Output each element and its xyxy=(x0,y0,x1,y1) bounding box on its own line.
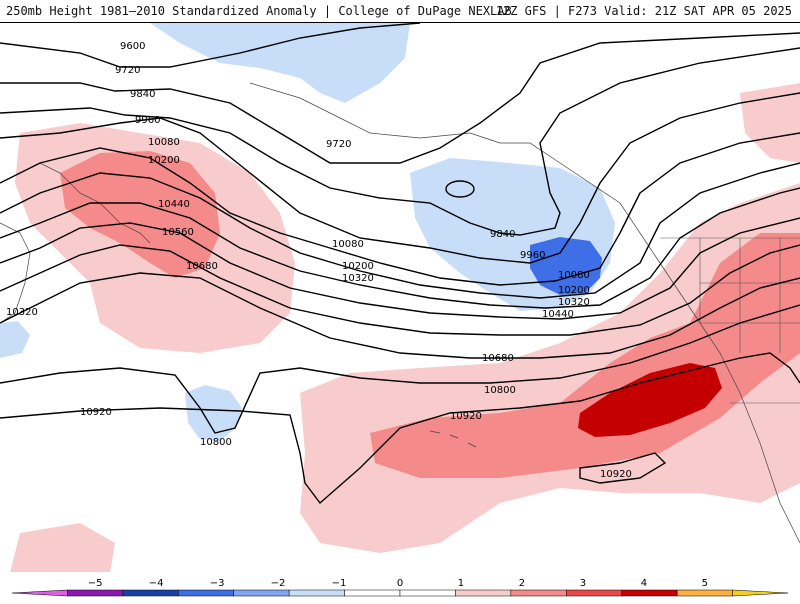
contour-label: 9960 xyxy=(135,115,160,126)
contour-label: 10080 xyxy=(558,270,590,281)
neg-anom-alaska xyxy=(150,23,410,103)
model-valid-time: 12Z GFS | F273 Valid: 21Z SAT APR 05 202… xyxy=(495,4,792,18)
colorbar-svg: −5 −4 −3 −2 −1 0 1 2 3 4 5 xyxy=(11,578,789,597)
contour-label: 10080 xyxy=(148,137,180,148)
coast-alaska xyxy=(249,82,800,544)
contour-label: 10320 xyxy=(558,297,590,308)
coast-hawaii xyxy=(429,430,477,448)
contour-10200 xyxy=(0,162,800,299)
contour-label: 10200 xyxy=(558,285,590,296)
contour-label: 10800 xyxy=(484,385,516,396)
colorbar-swatch xyxy=(732,589,789,597)
colorbar-tick-label: −1 xyxy=(332,578,347,589)
colorbar-ticks: −5 −4 −3 −2 −1 0 1 2 3 4 5 xyxy=(88,578,708,589)
colorbar-tick-label: −2 xyxy=(271,578,286,589)
colorbar-swatch xyxy=(510,589,567,597)
contour-10920-loop xyxy=(579,452,667,484)
pos-anom-northeast xyxy=(740,83,800,163)
contour-label: 9840 xyxy=(130,89,155,100)
contour-label: 9600 xyxy=(120,41,145,52)
pos-anom-pacific-mid xyxy=(370,233,800,478)
contour-label: 10680 xyxy=(482,353,514,364)
colorbar-swatch xyxy=(178,589,234,597)
contour-10320 xyxy=(0,187,800,309)
map-svg: 9600 9720 9720 9840 9840 9960 9960 10080… xyxy=(0,23,800,573)
neg-anom-west-edge xyxy=(0,321,30,358)
contour-label: 9840 xyxy=(490,229,515,240)
contour-label: 9720 xyxy=(115,65,140,76)
contour-9600 xyxy=(0,23,421,68)
colorbar-tick-label: 0 xyxy=(397,578,403,589)
colorbar-tick-label: −5 xyxy=(88,578,103,589)
contour-label: 10920 xyxy=(600,469,632,480)
height-contours xyxy=(0,23,800,505)
colorbar-swatch xyxy=(122,589,179,597)
contour-label: 10680 xyxy=(186,261,218,272)
colorbar-tick-label: −3 xyxy=(210,578,225,589)
contour-9720 xyxy=(0,32,800,164)
colorbar-tick-label: 5 xyxy=(702,578,708,589)
neg-anom-gulf-core xyxy=(530,237,602,295)
colorbar-swatches xyxy=(11,589,789,597)
colorbar-swatch xyxy=(344,589,401,597)
contour-label: 10320 xyxy=(342,273,374,284)
contour-10680 xyxy=(0,272,800,359)
colorbar-swatch xyxy=(288,589,345,597)
colorbar-tick-label: −4 xyxy=(149,578,164,589)
contour-labels: 9600 9720 9720 9840 9840 9960 9960 10080… xyxy=(6,41,632,480)
positive-anomaly-shading xyxy=(10,83,800,573)
anomaly-map: 9600 9720 9720 9840 9840 9960 9960 10080… xyxy=(0,22,800,574)
colorbar-swatch xyxy=(233,589,290,597)
contour-label: 10080 xyxy=(332,239,364,250)
contour-9840 xyxy=(0,47,800,236)
colorbar-tick-label: 3 xyxy=(580,578,586,589)
contour-label: 10920 xyxy=(80,407,112,418)
contour-label: 10200 xyxy=(148,155,180,166)
border-states xyxy=(699,238,800,353)
contour-10560 xyxy=(0,244,800,336)
contour-label: 10440 xyxy=(542,309,574,320)
colorbar-swatch xyxy=(67,589,124,597)
negative-anomaly-shading xyxy=(0,23,615,441)
neg-anom-central xyxy=(185,385,242,441)
map-title: 250mb Height 1981–2010 Standardized Anom… xyxy=(6,4,512,18)
contour-9960 xyxy=(0,92,800,264)
contour-label: 10320 xyxy=(6,307,38,318)
colorbar-swatch xyxy=(11,589,68,597)
contour-label: 10560 xyxy=(162,227,194,238)
contour-label: 9720 xyxy=(326,139,351,150)
colorbar-tick-label: 2 xyxy=(519,578,525,589)
contour-low-center xyxy=(445,180,475,198)
contour-label: 10920 xyxy=(450,411,482,422)
contour-10800 xyxy=(0,304,800,434)
contour-label: 10440 xyxy=(158,199,190,210)
contour-10440 xyxy=(0,217,800,320)
header: 250mb Height 1981–2010 Standardized Anom… xyxy=(0,0,800,22)
contour-label: 10800 xyxy=(200,437,232,448)
colorbar-tick-label: 1 xyxy=(458,578,464,589)
colorbar-swatch xyxy=(399,589,456,597)
contour-label: 10200 xyxy=(342,261,374,272)
colorbar: −5 −4 −3 −2 −1 0 1 2 3 4 5 xyxy=(0,572,800,600)
contour-10080 xyxy=(0,132,800,286)
pos-anom-japan-mid xyxy=(60,151,220,278)
colorbar-swatch xyxy=(621,589,678,597)
colorbar-swatch xyxy=(455,589,512,597)
contour-label: 9960 xyxy=(520,250,545,261)
colorbar-swatch xyxy=(676,589,733,597)
contour-10920 xyxy=(0,352,800,505)
colorbar-tick-label: 4 xyxy=(641,578,647,589)
pos-anom-pacific-core xyxy=(578,363,722,437)
colorbar-swatch xyxy=(566,589,622,597)
pos-anom-southwest xyxy=(10,523,115,573)
